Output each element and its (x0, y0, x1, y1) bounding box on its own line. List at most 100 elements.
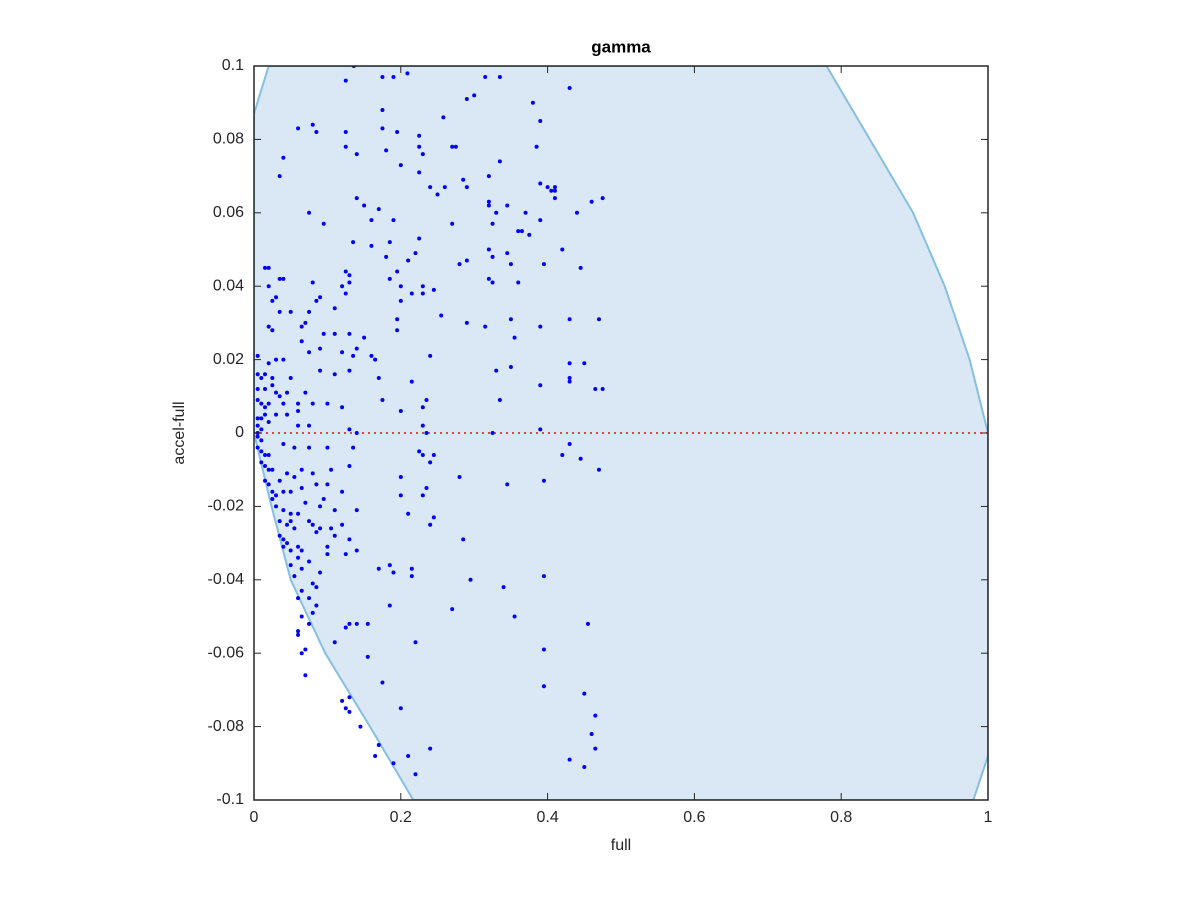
point (413, 772, 418, 777)
point (541, 684, 546, 689)
point (299, 467, 304, 472)
point (296, 408, 301, 413)
point (468, 577, 473, 582)
point (340, 350, 345, 355)
point (589, 731, 594, 736)
point (347, 280, 352, 285)
point (340, 698, 345, 703)
point (340, 489, 345, 494)
point (277, 478, 282, 483)
point (303, 673, 308, 678)
point (538, 383, 543, 388)
point (314, 585, 319, 590)
point (277, 276, 282, 281)
point (277, 174, 282, 179)
point (508, 317, 513, 322)
point (395, 130, 400, 135)
point (391, 218, 396, 223)
point (486, 203, 491, 208)
point (387, 240, 392, 245)
point (274, 504, 279, 509)
point (285, 390, 290, 395)
point (365, 621, 370, 626)
point (299, 324, 304, 329)
point (362, 203, 367, 208)
point (321, 497, 326, 502)
point (541, 478, 546, 483)
point (497, 159, 502, 164)
point (600, 386, 605, 391)
point (413, 251, 418, 256)
y-tick-label: 0.08 (213, 131, 244, 148)
y-tick-label: 0.06 (213, 204, 244, 221)
point (567, 379, 572, 384)
point (516, 280, 521, 285)
point (354, 152, 359, 157)
point (391, 761, 396, 766)
point (409, 291, 414, 296)
point (398, 298, 403, 303)
point (428, 746, 433, 751)
point (270, 383, 275, 388)
point (255, 353, 260, 358)
point (464, 97, 469, 102)
point (296, 544, 301, 549)
point (307, 423, 312, 428)
point (431, 515, 436, 520)
point (483, 75, 488, 80)
point (534, 144, 539, 149)
point (314, 482, 319, 487)
point (343, 269, 348, 274)
point (274, 390, 279, 395)
point (307, 596, 312, 601)
point (578, 456, 583, 461)
point (439, 313, 444, 318)
point (541, 574, 546, 579)
point (259, 460, 264, 465)
point (299, 486, 304, 491)
point (281, 442, 286, 447)
point (457, 262, 462, 267)
point (347, 331, 352, 336)
point (263, 386, 268, 391)
point (314, 603, 319, 608)
point (464, 185, 469, 190)
point (318, 570, 323, 575)
point (395, 328, 400, 333)
point (285, 471, 290, 476)
point (266, 467, 271, 472)
point (259, 427, 264, 432)
point (365, 654, 370, 659)
point (259, 375, 264, 380)
point (552, 185, 557, 190)
point (299, 548, 304, 553)
point (270, 328, 275, 333)
x-tick-label: 1 (984, 809, 993, 826)
point (325, 544, 330, 549)
point (464, 320, 469, 325)
point (494, 210, 499, 215)
point (420, 291, 425, 296)
point (442, 185, 447, 190)
point (307, 621, 312, 626)
point (585, 621, 590, 626)
point (288, 375, 293, 380)
point (596, 467, 601, 472)
point (343, 291, 348, 296)
point (321, 331, 326, 336)
point (398, 284, 403, 289)
point (538, 218, 543, 223)
point (486, 276, 491, 281)
point (428, 185, 433, 190)
point (281, 155, 286, 160)
point (266, 482, 271, 487)
point (424, 397, 429, 402)
point (263, 412, 268, 417)
point (292, 526, 297, 531)
point (395, 317, 400, 322)
point (530, 100, 535, 105)
point (347, 464, 352, 469)
point (420, 284, 425, 289)
point (593, 746, 598, 751)
